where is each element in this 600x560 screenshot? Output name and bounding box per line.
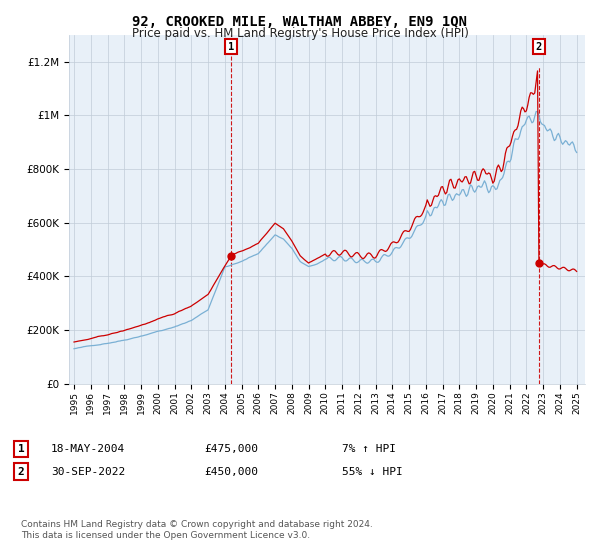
Text: Contains HM Land Registry data © Crown copyright and database right 2024.: Contains HM Land Registry data © Crown c… <box>21 520 373 529</box>
Text: 1: 1 <box>17 444 25 454</box>
Text: £475,000: £475,000 <box>204 444 258 454</box>
Text: 55% ↓ HPI: 55% ↓ HPI <box>342 466 403 477</box>
Text: £450,000: £450,000 <box>204 466 258 477</box>
Text: 1: 1 <box>228 42 234 52</box>
Text: 30-SEP-2022: 30-SEP-2022 <box>51 466 125 477</box>
Text: 2: 2 <box>536 42 542 52</box>
Text: This data is licensed under the Open Government Licence v3.0.: This data is licensed under the Open Gov… <box>21 531 310 540</box>
Text: Price paid vs. HM Land Registry's House Price Index (HPI): Price paid vs. HM Land Registry's House … <box>131 27 469 40</box>
Text: 7% ↑ HPI: 7% ↑ HPI <box>342 444 396 454</box>
Text: 2: 2 <box>17 466 25 477</box>
Text: 92, CROOKED MILE, WALTHAM ABBEY, EN9 1QN: 92, CROOKED MILE, WALTHAM ABBEY, EN9 1QN <box>133 15 467 29</box>
Text: 18-MAY-2004: 18-MAY-2004 <box>51 444 125 454</box>
